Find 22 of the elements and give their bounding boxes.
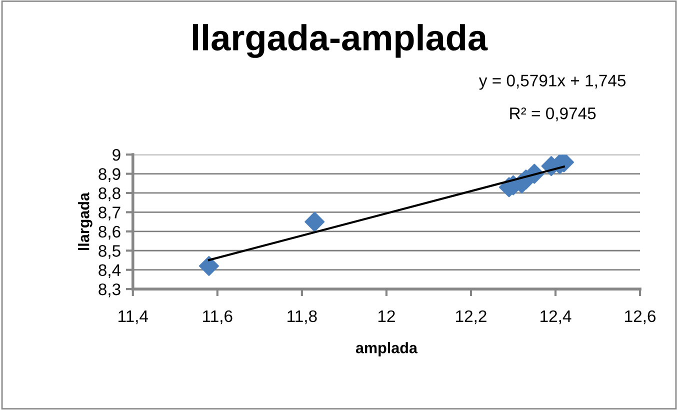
x-tick-label: 12,6 bbox=[625, 310, 656, 324]
y-axis-title: llargada bbox=[78, 192, 92, 250]
point bbox=[304, 212, 325, 232]
y-tick-label: 8,6 bbox=[98, 226, 120, 240]
x-axis-title: amplada bbox=[356, 342, 418, 356]
y-tick-label: 8,5 bbox=[98, 245, 120, 259]
x-tick-label: 12 bbox=[378, 310, 395, 322]
x-tick-label: 11,6 bbox=[203, 310, 232, 324]
y-tick-label: 8,8 bbox=[98, 187, 120, 202]
y-tick-label: 9 bbox=[112, 148, 120, 161]
text: R² = 0,9745 bbox=[510, 107, 596, 122]
point bbox=[198, 256, 219, 276]
text: y = 0,5791x + 1,745 bbox=[478, 74, 626, 90]
y-tick-label: 8,4 bbox=[98, 264, 121, 278]
y-tick-label: 8,3 bbox=[98, 283, 120, 298]
x-tick-label: 11,8 bbox=[288, 310, 317, 324]
x-tick-label: 11,4 bbox=[118, 310, 148, 324]
chart-title: llargada-amplada bbox=[193, 24, 488, 58]
y-tick-label: 8,9 bbox=[98, 168, 120, 182]
y-tick-label: 8,7 bbox=[98, 206, 120, 220]
x-tick-label: 12,2 bbox=[456, 310, 486, 324]
x-tick-label: 12,4 bbox=[540, 310, 572, 324]
